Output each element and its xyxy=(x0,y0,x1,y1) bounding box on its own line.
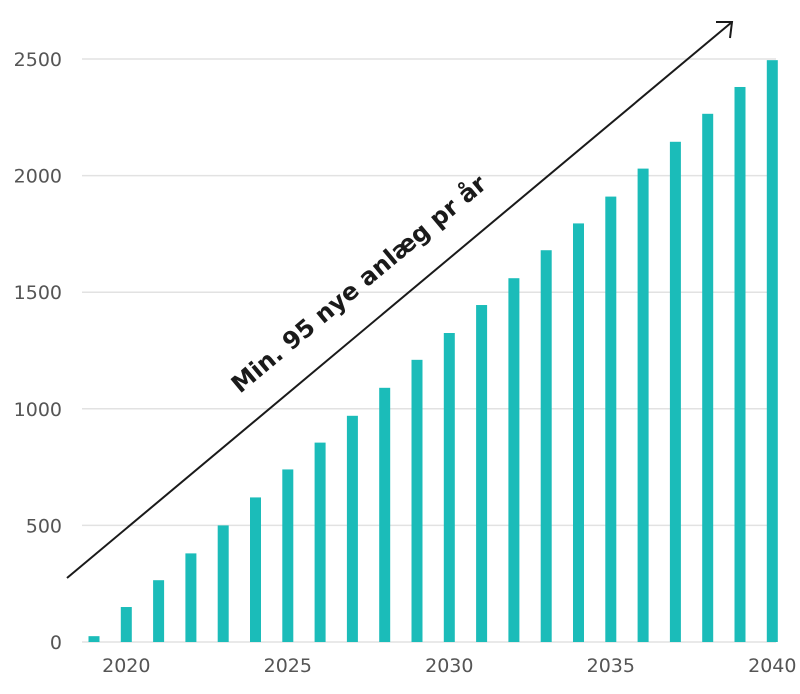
y-tick-label: 0 xyxy=(50,632,62,654)
y-tick-label: 1500 xyxy=(14,282,62,304)
bar-2039 xyxy=(734,86,746,642)
bar-2040 xyxy=(766,60,778,642)
bar-2020 xyxy=(120,607,132,642)
x-axis-ticks: 2020 2025 2030 2035 2040 xyxy=(102,655,796,677)
bar-2035 xyxy=(605,196,617,642)
bar-2024 xyxy=(250,497,261,642)
trend-arrow xyxy=(66,21,734,579)
bars xyxy=(88,60,778,642)
bar-2026 xyxy=(314,442,326,642)
bar-2031 xyxy=(476,305,488,642)
bar-2030 xyxy=(443,333,455,642)
bar-2027 xyxy=(346,415,358,642)
y-tick-label: 1000 xyxy=(14,399,62,421)
bar-2033 xyxy=(540,250,552,642)
bar-2028 xyxy=(379,387,391,642)
bar-2025 xyxy=(282,469,294,642)
y-axis-ticks: 0 500 1000 1500 2000 2500 xyxy=(14,49,62,654)
bar-2034 xyxy=(573,223,584,642)
bar-2022 xyxy=(185,553,197,642)
bar-2029 xyxy=(411,359,423,642)
x-tick-label: 2035 xyxy=(587,655,635,677)
bar-2036 xyxy=(637,168,649,642)
arrow-head-icon xyxy=(716,21,734,39)
bar-2019 xyxy=(88,636,100,642)
y-tick-label: 2000 xyxy=(14,166,62,188)
y-tick-label: 2500 xyxy=(14,49,62,71)
bar-2037 xyxy=(669,141,681,642)
y-tick-label: 500 xyxy=(26,515,62,537)
bar-2021 xyxy=(153,580,165,642)
bar-2032 xyxy=(508,278,520,642)
bar-2038 xyxy=(702,113,714,642)
bar-2023 xyxy=(217,525,229,642)
x-tick-label: 2030 xyxy=(425,655,473,677)
x-tick-label: 2020 xyxy=(102,655,150,677)
x-tick-label: 2025 xyxy=(264,655,312,677)
x-tick-label: 2040 xyxy=(748,655,796,677)
gridlines xyxy=(82,58,776,643)
trend-arrow-line xyxy=(66,21,733,579)
